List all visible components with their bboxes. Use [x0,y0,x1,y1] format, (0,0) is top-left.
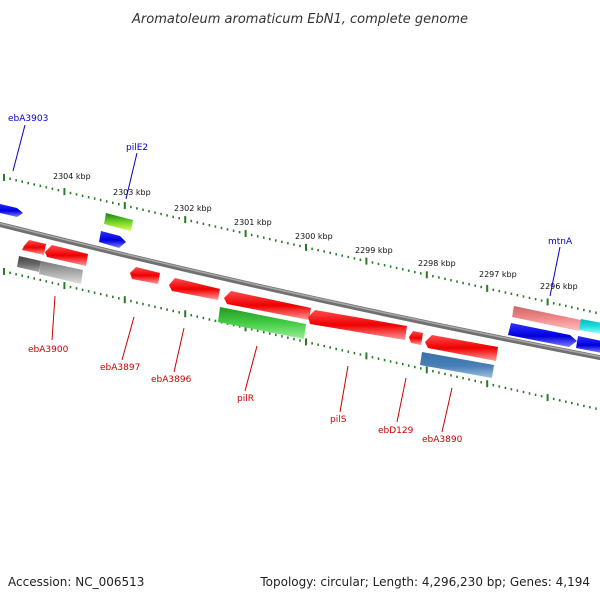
scale-label-2300: 2300 kbp [295,232,333,241]
gene-pilS[interactable] [308,310,407,340]
gene-red-a[interactable] [22,240,46,255]
gene-forward-blue-c[interactable] [576,336,600,353]
gene-ebA3896[interactable] [169,278,220,300]
gene-label-mtnA[interactable]: mtnA [548,237,573,247]
scale-label-2297: 2297 kbp [479,270,517,279]
gene-label-ebA3890[interactable]: ebA3890 [422,435,463,445]
upper-scale-ticks [3,173,597,314]
gene-pilR[interactable] [218,307,306,339]
reverse-genes [17,240,498,378]
gene-ebA3890[interactable] [425,335,498,361]
gene-label-ebA3903[interactable]: ebA3903 [8,114,48,124]
top-gene-labels: ebA3903 pilE2 mtnA [8,114,573,247]
genome-backbone-highlight [0,222,600,358]
gene-steel-blue[interactable] [420,352,494,378]
genome-backbone [0,221,600,361]
gene-label-ebD129[interactable]: ebD129 [378,426,414,436]
gene-ebA3897[interactable] [130,267,160,284]
gene-dark-grey[interactable] [17,256,41,272]
gene-label-ebA3897[interactable]: ebA3897 [100,363,140,373]
gene-pilR-red[interactable] [224,291,311,320]
gene-forward-blue-b[interactable] [508,323,577,347]
gene-label-ebA3896[interactable]: ebA3896 [151,375,192,385]
top-label-leaders [12,124,561,297]
gene-label-pilE2[interactable]: pilE2 [126,143,148,153]
scale-label-2298: 2298 kbp [418,259,456,268]
gene-cyan[interactable] [579,319,600,334]
map-title: Aromatoleum aromaticum EbN1, complete ge… [131,12,468,27]
accession-text: Accession: NC_006513 [8,575,144,589]
gene-label-pilR[interactable]: pilR [237,394,254,404]
gene-label-pilS[interactable]: pilS [330,415,347,425]
scale-label-2301: 2301 kbp [234,218,272,227]
gene-pilE2[interactable] [104,213,133,231]
scale-labels: 2304 kbp 2303 kbp 2302 kbp 2301 kbp 2300… [53,172,578,291]
gene-mtnA[interactable] [512,306,581,331]
scale-label-2303: 2303 kbp [113,188,151,197]
bottom-label-leaders [51,295,453,433]
gene-forward-blue-a[interactable] [99,231,126,248]
scale-label-2299: 2299 kbp [355,246,393,255]
lower-scale-ticks [3,267,597,410]
scale-label-2296: 2296 kbp [540,282,578,291]
gene-ebA3903[interactable] [0,203,23,217]
scale-label-2302: 2302 kbp [174,204,212,213]
forward-genes [0,203,600,353]
gene-label-ebA3900[interactable]: ebA3900 [28,345,69,355]
bottom-gene-labels: ebA3900 ebA3897 ebA3896 pilR pilS ebD129… [28,345,463,445]
gene-ebA3900-red[interactable] [45,245,88,266]
genome-summary-text: Topology: circular; Length: 4,296,230 bp… [259,575,590,589]
scale-label-2304: 2304 kbp [53,172,91,181]
gene-light-grey[interactable] [39,261,83,284]
gene-ebD129[interactable] [409,331,423,345]
